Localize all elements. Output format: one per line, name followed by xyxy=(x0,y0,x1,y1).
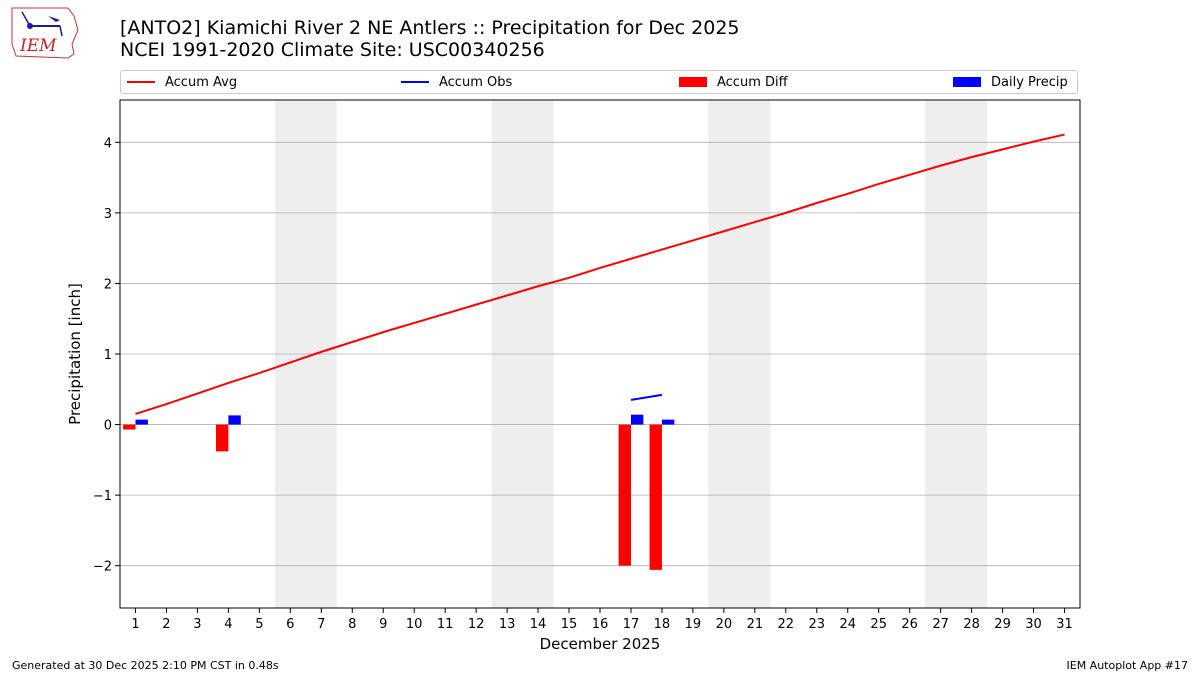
y-tick-label: 3 xyxy=(104,207,112,222)
y-tick-label: −1 xyxy=(93,489,112,504)
legend-daily-precip-swatch xyxy=(953,77,981,87)
grid-lines xyxy=(120,141,1080,567)
legend-daily-precip-label: Daily Precip xyxy=(991,74,1068,90)
x-tick-label: 7 xyxy=(317,617,325,632)
accum-diff-bar-day-18 xyxy=(649,424,662,570)
x-tick-label: 1 xyxy=(131,617,139,632)
x-tick-label: 5 xyxy=(255,617,263,632)
y-tick-label: 1 xyxy=(104,348,112,363)
x-tick-label: 8 xyxy=(348,617,356,632)
x-tick-label: 9 xyxy=(379,617,387,632)
x-axis-label: December 2025 xyxy=(540,635,661,653)
chart-title: [ANTO2] Kiamichi River 2 NE Antlers :: P… xyxy=(120,17,740,39)
x-tick-label: 23 xyxy=(809,617,826,632)
y-tick-label: −2 xyxy=(93,560,112,575)
x-tick-label: 25 xyxy=(870,617,887,632)
legend-accum-obs-label: Accum Obs xyxy=(439,74,513,90)
x-tick-label: 24 xyxy=(839,617,856,632)
x-tick-label: 21 xyxy=(747,617,764,632)
y-axis-label: Precipitation [inch] xyxy=(66,283,84,425)
accum-diff-bar-day-4 xyxy=(216,424,229,452)
legend-accum-avg-swatch xyxy=(127,81,155,83)
x-tick-label: 14 xyxy=(530,617,547,632)
x-ticks: 1 2 3 4 5 6 7 8 9 10 11 12 13 14 15 16 17 18 19 20 21 22 23 24 2… xyxy=(131,608,1073,632)
accum-avg-line xyxy=(135,133,1065,415)
legend-accum-obs: Accum Obs xyxy=(401,71,512,93)
lines xyxy=(135,133,1065,415)
app-credit: IEM Autoplot App #17 xyxy=(1066,659,1189,672)
x-tick-label: 20 xyxy=(716,617,733,632)
daily-precip-bar-day-1 xyxy=(135,419,148,425)
x-tick-label: 30 xyxy=(1025,617,1042,632)
daily-precip-bar-day-4 xyxy=(228,415,241,425)
accum-diff-bar-day-17 xyxy=(618,424,631,566)
logo-text: IEM xyxy=(19,36,57,56)
y-ticks: −2 −1 0 1 2 3 4 xyxy=(93,136,120,575)
x-tick-label: 10 xyxy=(406,617,423,632)
x-tick-label: 17 xyxy=(623,617,640,632)
legend-daily-precip: Daily Precip xyxy=(953,71,1068,93)
x-tick-label: 12 xyxy=(468,617,485,632)
bars xyxy=(123,414,675,570)
y-tick-label: 0 xyxy=(104,419,112,434)
iem-logo: IEM xyxy=(8,4,80,60)
accum-diff-bar-day-1 xyxy=(123,424,136,430)
x-tick-label: 2 xyxy=(162,617,170,632)
legend-accum-diff-swatch xyxy=(679,77,707,87)
generated-timestamp: Generated at 30 Dec 2025 2:10 PM CST in … xyxy=(12,659,279,672)
x-tick-label: 27 xyxy=(932,617,949,632)
chart-subtitle: NCEI 1991-2020 Climate Site: USC00340256 xyxy=(120,39,545,61)
x-tick-label: 3 xyxy=(193,617,201,632)
x-tick-label: 22 xyxy=(778,617,795,632)
x-tick-label: 31 xyxy=(1056,617,1073,632)
y-tick-label: 4 xyxy=(104,136,112,151)
x-tick-label: 11 xyxy=(437,617,454,632)
x-tick-label: 4 xyxy=(224,617,232,632)
x-tick-label: 19 xyxy=(685,617,702,632)
legend-accum-avg: Accum Avg xyxy=(127,71,237,93)
x-tick-label: 15 xyxy=(561,617,578,632)
daily-precip-bar-day-18 xyxy=(661,419,675,425)
x-tick-label: 29 xyxy=(994,617,1011,632)
legend-accum-diff-label: Accum Diff xyxy=(717,74,788,90)
legend-accum-obs-swatch xyxy=(401,81,429,83)
x-tick-label: 16 xyxy=(592,617,609,632)
legend-accum-avg-label: Accum Avg xyxy=(165,74,238,90)
y-tick-label: 2 xyxy=(104,277,112,292)
legend: Accum Avg Accum Obs Accum Diff Daily Pre… xyxy=(120,70,1078,94)
x-tick-label: 26 xyxy=(901,617,918,632)
daily-precip-bar-day-17 xyxy=(630,414,644,425)
x-tick-label: 28 xyxy=(963,617,980,632)
legend-accum-diff: Accum Diff xyxy=(679,71,788,93)
accum-obs-line xyxy=(630,393,663,401)
x-tick-label: 6 xyxy=(286,617,294,632)
x-tick-label: 13 xyxy=(499,617,516,632)
x-tick-label: 18 xyxy=(654,617,671,632)
